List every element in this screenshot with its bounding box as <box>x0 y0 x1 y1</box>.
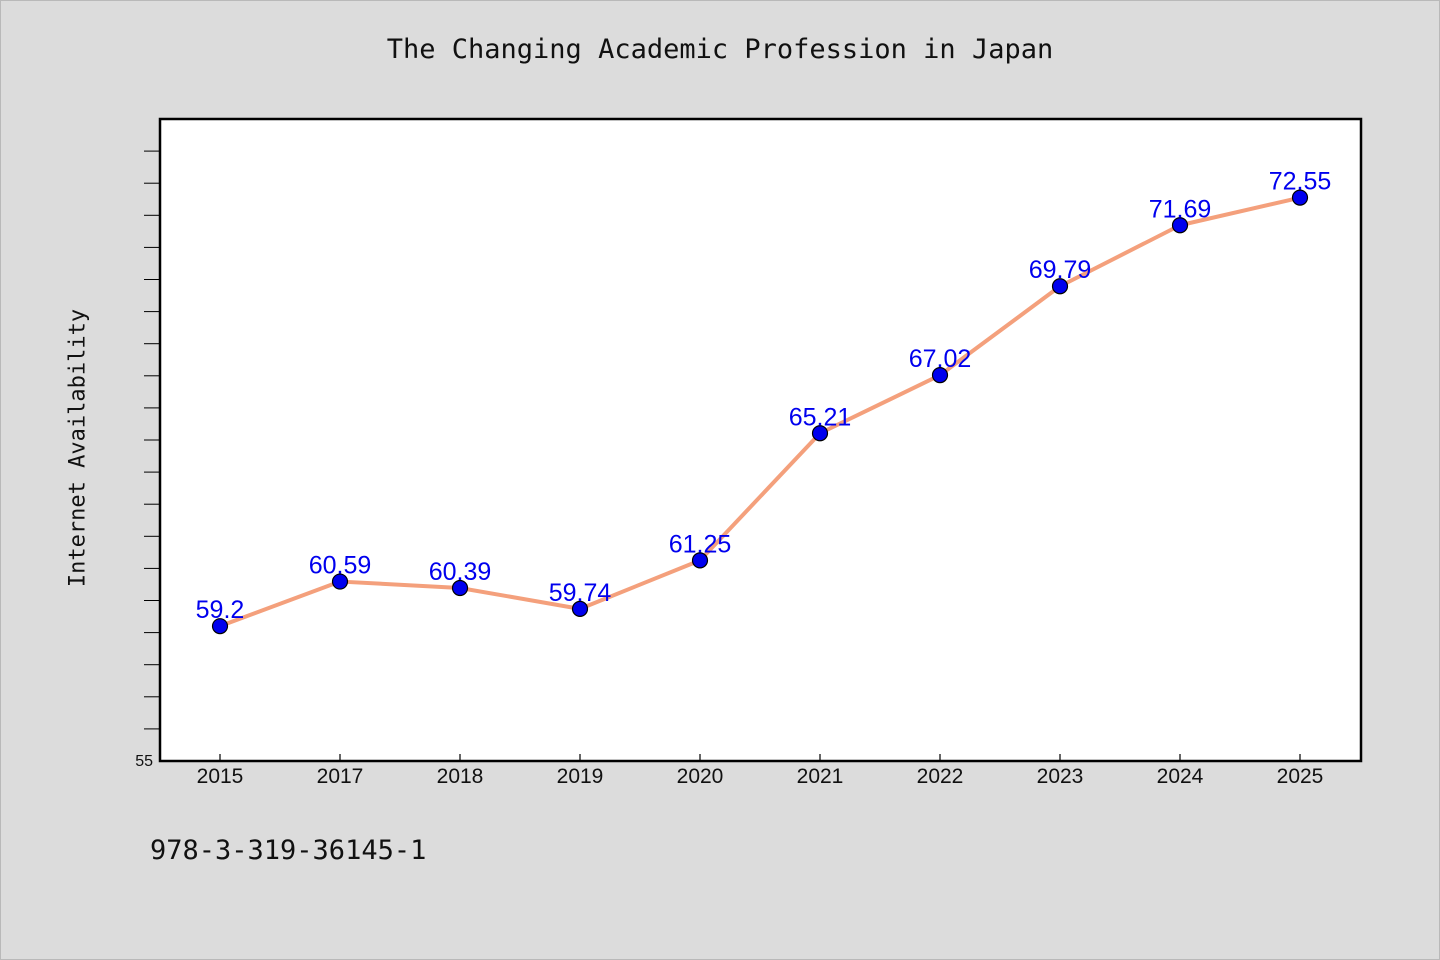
x-tick-label: 2015 <box>197 765 244 788</box>
data-point <box>331 573 349 590</box>
data-labels: 59.2 60.59 60.39 59.74 61.25 65.21 67.02 69.79 7… <box>196 168 1332 625</box>
x-tick-label: 2021 <box>797 765 844 788</box>
data-point <box>1291 189 1309 206</box>
data-label: 60.59 <box>309 552 372 580</box>
footer-code: 978-3-319-36145-1 <box>150 835 427 866</box>
x-tick-label: 2020 <box>677 765 724 788</box>
data-label: 69.79 <box>1029 256 1092 284</box>
x-tick-label: 2017 <box>317 765 364 788</box>
data-point <box>931 367 949 384</box>
data-label: 65.21 <box>789 403 852 431</box>
series-line <box>218 195 1302 629</box>
data-point <box>211 618 229 635</box>
data-point <box>811 425 829 442</box>
data-point <box>691 552 709 569</box>
data-points <box>211 189 1309 635</box>
y-tick-label: 55 <box>135 753 153 770</box>
x-axis-ticks: 2015 2017 2018 2019 2020 2021 2022 2023 2024 2025 <box>197 754 1324 788</box>
data-label: 67.02 <box>909 345 972 373</box>
x-tick-label: 2019 <box>557 765 604 788</box>
x-tick-label: 2018 <box>437 765 484 788</box>
x-tick-label: 2025 <box>1277 765 1324 788</box>
data-point <box>1051 278 1069 295</box>
data-label: 59.74 <box>549 579 612 607</box>
data-label: 72.55 <box>1269 168 1332 196</box>
x-tick-label: 2024 <box>1157 765 1204 788</box>
x-tick-label: 2022 <box>917 765 964 788</box>
x-tick-label: 2023 <box>1037 765 1084 788</box>
chart-title: The Changing Academic Profession in Japa… <box>386 34 1054 65</box>
plot-area <box>158 117 1363 763</box>
y-axis-ticks: 55 <box>135 150 160 770</box>
data-point <box>1171 217 1189 234</box>
data-point <box>451 579 469 597</box>
data-label: 71.69 <box>1149 195 1212 223</box>
data-label: 61.25 <box>669 530 732 558</box>
data-label: 60.39 <box>429 558 492 586</box>
data-point <box>571 600 589 617</box>
data-label: 59.2 <box>196 596 245 624</box>
